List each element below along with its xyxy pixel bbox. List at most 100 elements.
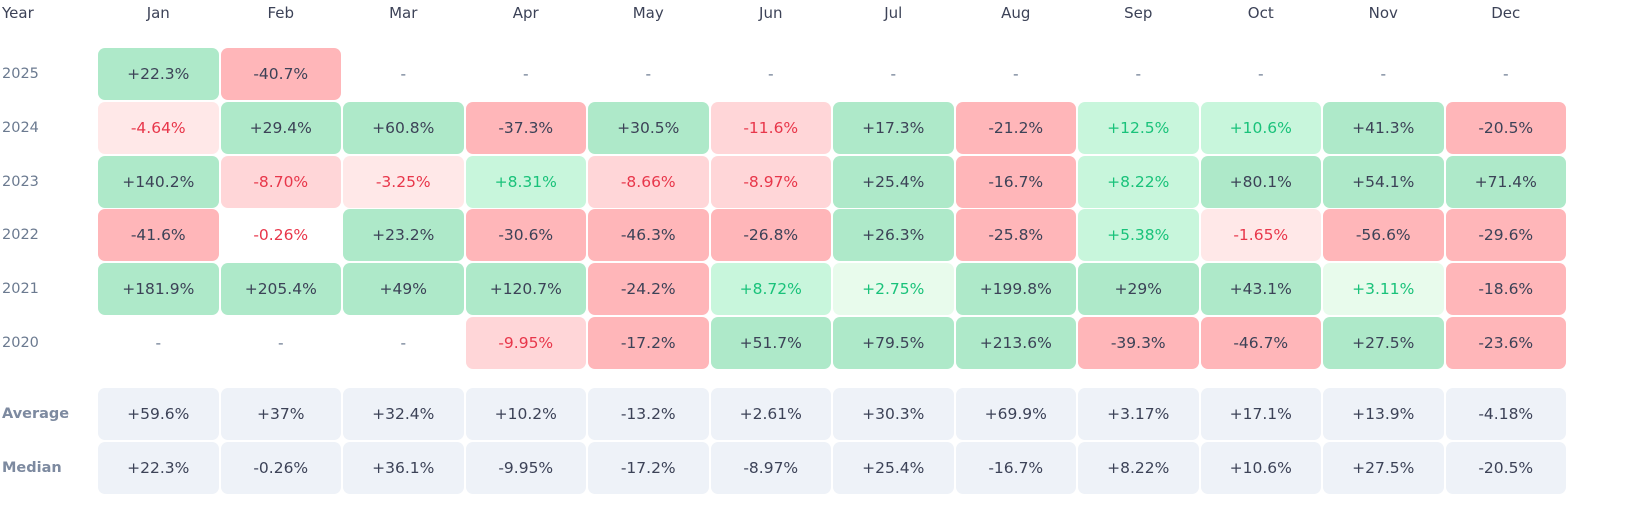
heatmap-cell: -26.8% [710,209,831,262]
heatmap-cell: -39.3% [1078,317,1199,369]
heatmap-cell: +3.11% [1323,263,1444,316]
heatmap-cell: +29.4% [220,101,341,154]
heatmap-cell: -41.6% [98,209,219,262]
heatmap-cell: - [1135,65,1142,83]
heatmap-cell: +5.38% [1078,209,1199,262]
summary-cell-average: +37% [220,388,341,440]
heatmap-cell: -18.6% [1445,263,1566,316]
heatmap-cell: +26.3% [833,209,954,262]
heatmap-cell: +120.7% [465,263,586,316]
heatmap-cell: +199.8% [955,263,1076,316]
heatmap-cell: +140.2% [98,155,219,208]
summary-cell-median: +22.3% [98,441,219,494]
heatmap-cell: -29.6% [1445,209,1566,262]
year-row-label: 2025 [2,66,39,82]
heatmap-cell: - [400,334,407,352]
summary-cell-median: -9.95% [465,441,586,494]
heatmap-cell: -8.97% [710,155,831,208]
heatmap-cell: +80.1% [1200,155,1321,208]
summary-cell-average: -4.18% [1445,388,1566,440]
year-row-label: 2023 [2,173,39,190]
heatmap-cell: +205.4% [220,263,341,316]
heatmap-cell: +43.1% [1200,263,1321,316]
month-header-jan: Jan [146,4,170,22]
year-row-label: 2021 [2,281,39,298]
heatmap-cell: +8.31% [465,155,586,208]
heatmap-cell: - [1502,65,1509,83]
month-header-feb: Feb [267,4,295,22]
summary-cell-average: +69.9% [955,388,1076,440]
heatmap-cell: +27.5% [1323,317,1444,369]
summary-cell-median: -20.5% [1445,441,1566,494]
heatmap-cell: -0.26% [253,226,309,245]
heatmap-cell: - [1380,65,1387,83]
month-header-jul: Jul [884,4,903,22]
heatmap-cell: -3.25% [343,155,464,208]
heatmap-cell: -25.8% [955,209,1076,262]
heatmap-cell: - [767,65,774,83]
summary-cell-median: -17.2% [588,441,709,494]
month-header-may: May [632,4,664,22]
heatmap-cell: +30.5% [588,101,709,154]
summary-cell-average: +13.9% [1323,388,1444,440]
heatmap-cell: -21.2% [955,101,1076,154]
heatmap-cell: -46.7% [1200,317,1321,369]
year-column-header: Year [2,4,34,22]
summary-cell-median: -8.97% [710,441,831,494]
summary-cell-median: +10.6% [1200,441,1321,494]
heatmap-cell: +17.3% [833,101,954,154]
heatmap-cell: -46.3% [588,209,709,262]
year-row-label: 2024 [2,119,39,136]
heatmap-cell: -8.70% [220,155,341,208]
heatmap-cell: +23.2% [343,209,464,262]
heatmap-cell: +49% [343,263,464,316]
heatmap-cell: -16.7% [955,155,1076,208]
heatmap-cell: +8.72% [710,263,831,316]
summary-cell-median: +25.4% [833,441,954,494]
heatmap-cell: +181.9% [98,263,219,316]
heatmap-cell: -56.6% [1323,209,1444,262]
heatmap-cell: -20.5% [1445,101,1566,154]
month-header-apr: Apr [512,4,539,22]
heatmap-cell: +79.5% [833,317,954,369]
summary-cell-average: +17.1% [1200,388,1321,440]
heatmap-cell: - [522,65,529,83]
heatmap-cell: -11.6% [710,101,831,154]
heatmap-cell: -1.65% [1200,209,1321,262]
heatmap-cell: - [155,334,162,352]
heatmap-cell: +2.75% [833,263,954,316]
heatmap-cell: +213.6% [955,317,1076,369]
heatmap-cell: -30.6% [465,209,586,262]
month-header-jun: Jun [759,4,783,22]
summary-row-label-median: Median [2,459,62,476]
summary-cell-median: +27.5% [1323,441,1444,494]
heatmap-cell: - [1257,65,1264,83]
heatmap-cell: +25.4% [833,155,954,208]
heatmap-cell: -40.7% [220,48,341,100]
year-row-label: 2022 [2,227,39,244]
summary-cell-average: +2.61% [710,388,831,440]
summary-cell-average: +10.2% [465,388,586,440]
summary-cell-average: +59.6% [98,388,219,440]
heatmap-cell: +41.3% [1323,101,1444,154]
month-header-dec: Dec [1491,4,1521,22]
month-header-nov: Nov [1368,4,1398,22]
summary-row-label-average: Average [2,406,70,422]
summary-cell-average: +30.3% [833,388,954,440]
heatmap-cell: - [890,65,897,83]
heatmap-cell: -9.95% [465,317,586,369]
heatmap-cell: +12.5% [1078,101,1199,154]
summary-cell-median: +8.22% [1078,441,1199,494]
heatmap-cell: -37.3% [465,101,586,154]
heatmap-cell: -24.2% [588,263,709,316]
heatmap-cell: - [1012,65,1019,83]
month-header-mar: Mar [389,4,418,22]
summary-cell-median: -16.7% [955,441,1076,494]
heatmap-cell: - [645,65,652,83]
year-row-label: 2020 [2,335,39,351]
month-header-oct: Oct [1247,4,1274,22]
heatmap-cell: +29% [1078,263,1199,316]
month-header-aug: Aug [1001,4,1031,22]
heatmap-cell: +22.3% [98,48,219,100]
heatmap-cell: - [277,334,284,352]
